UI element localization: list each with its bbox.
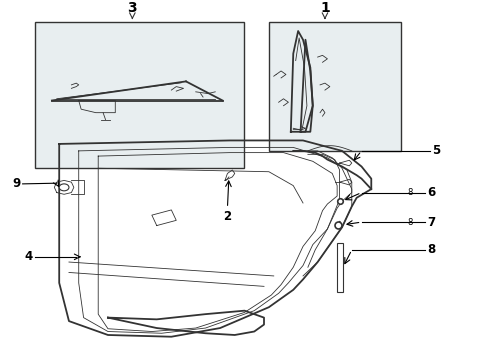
Text: 2: 2	[223, 210, 231, 223]
Text: 6: 6	[427, 186, 435, 199]
Circle shape	[59, 184, 69, 191]
Text: 7: 7	[427, 216, 435, 229]
Bar	[336, 243, 342, 292]
Text: 1: 1	[320, 1, 329, 15]
Text: 5: 5	[431, 144, 440, 157]
Text: 9: 9	[12, 177, 20, 190]
Text: 8: 8	[407, 188, 412, 197]
Text: 3: 3	[127, 1, 137, 15]
Text: 8: 8	[427, 243, 435, 256]
Text: 8: 8	[407, 217, 412, 226]
Bar	[268, 22, 400, 151]
Text: 4: 4	[24, 250, 32, 263]
Bar	[35, 22, 244, 168]
